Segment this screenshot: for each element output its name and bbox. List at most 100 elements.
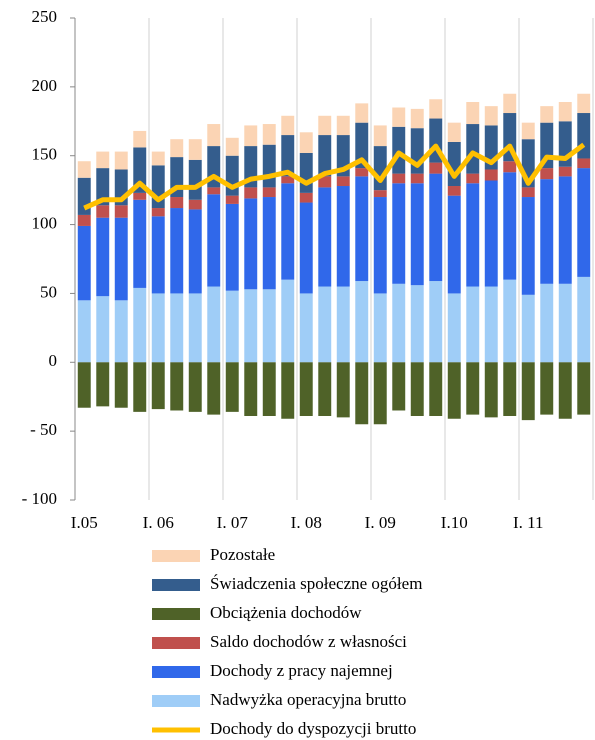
bar [207, 362, 221, 415]
bar [503, 362, 517, 416]
bar [392, 107, 406, 127]
legend-swatch [152, 637, 200, 649]
bar [318, 135, 332, 177]
bar [262, 187, 276, 198]
bar [392, 283, 406, 363]
bar [355, 103, 369, 123]
y-tick-label: 50 [40, 282, 57, 301]
bar [355, 281, 369, 363]
legend-swatch [152, 550, 200, 562]
bar [373, 293, 387, 363]
bar [392, 173, 406, 184]
bar [466, 173, 480, 184]
bar [466, 362, 480, 415]
bar [262, 124, 276, 145]
bar [429, 362, 443, 416]
bar [299, 202, 313, 294]
bar [558, 362, 572, 419]
bar [410, 108, 424, 129]
bar [521, 197, 535, 295]
legend-label: Pozostałe [210, 545, 275, 564]
bar [429, 162, 443, 174]
legend-label: Obciążenia dochodów [210, 603, 362, 622]
bar [281, 279, 295, 363]
bar [262, 197, 276, 290]
bar [410, 285, 424, 363]
bar [299, 152, 313, 193]
bar [410, 173, 424, 184]
y-tick-label: 0 [49, 351, 58, 370]
bar [133, 287, 147, 363]
bar [188, 293, 202, 363]
bar [281, 176, 295, 184]
bar [225, 137, 239, 156]
bar [188, 159, 202, 200]
bar [373, 125, 387, 147]
bar [373, 362, 387, 425]
bar [299, 362, 313, 416]
bar [503, 279, 517, 363]
bar [447, 195, 461, 294]
bar [281, 362, 295, 419]
bar [77, 214, 91, 226]
bar [558, 283, 572, 363]
bar [355, 122, 369, 169]
bar [336, 286, 350, 363]
bar [318, 115, 332, 136]
bar [503, 93, 517, 114]
bar [281, 183, 295, 280]
bar [318, 362, 332, 416]
bar [577, 93, 591, 114]
bar [355, 176, 369, 282]
bar [392, 183, 406, 284]
bar [318, 176, 332, 188]
legend-label: Saldo dochodów z własności [210, 632, 407, 651]
bar [392, 126, 406, 174]
bar [410, 183, 424, 286]
bar [466, 183, 480, 287]
bar [336, 115, 350, 136]
bar [521, 362, 535, 421]
bar [114, 151, 128, 170]
bar [170, 139, 184, 158]
bar [577, 276, 591, 363]
bar [262, 362, 276, 416]
bar [558, 176, 572, 284]
bar [225, 203, 239, 291]
bar [96, 217, 110, 297]
bar [133, 130, 147, 148]
bar [558, 102, 572, 122]
bar [262, 289, 276, 363]
bar [429, 173, 443, 282]
bar [207, 286, 221, 363]
x-tick-label: I. 09 [365, 513, 396, 532]
bar [410, 362, 424, 416]
bar [484, 106, 498, 126]
bar [207, 194, 221, 287]
bar [96, 168, 110, 206]
bar [96, 205, 110, 218]
bar [281, 135, 295, 177]
bar [114, 362, 128, 408]
bar [77, 300, 91, 363]
bar [577, 113, 591, 159]
bar [540, 106, 554, 123]
y-tick-label: - 50 [30, 420, 57, 439]
bar [299, 132, 313, 153]
bar [540, 362, 554, 415]
bar [244, 187, 258, 199]
bar [336, 176, 350, 187]
bar [466, 124, 480, 174]
bar [429, 99, 443, 119]
bar [96, 151, 110, 169]
legend-label: Dochody z pracy najemnej [210, 661, 393, 680]
bar [96, 296, 110, 363]
bar [77, 225, 91, 301]
bar [170, 197, 184, 209]
bar [299, 293, 313, 363]
bar [355, 168, 369, 177]
bar [77, 177, 91, 215]
legend-swatch [152, 608, 200, 620]
bar [151, 151, 165, 166]
